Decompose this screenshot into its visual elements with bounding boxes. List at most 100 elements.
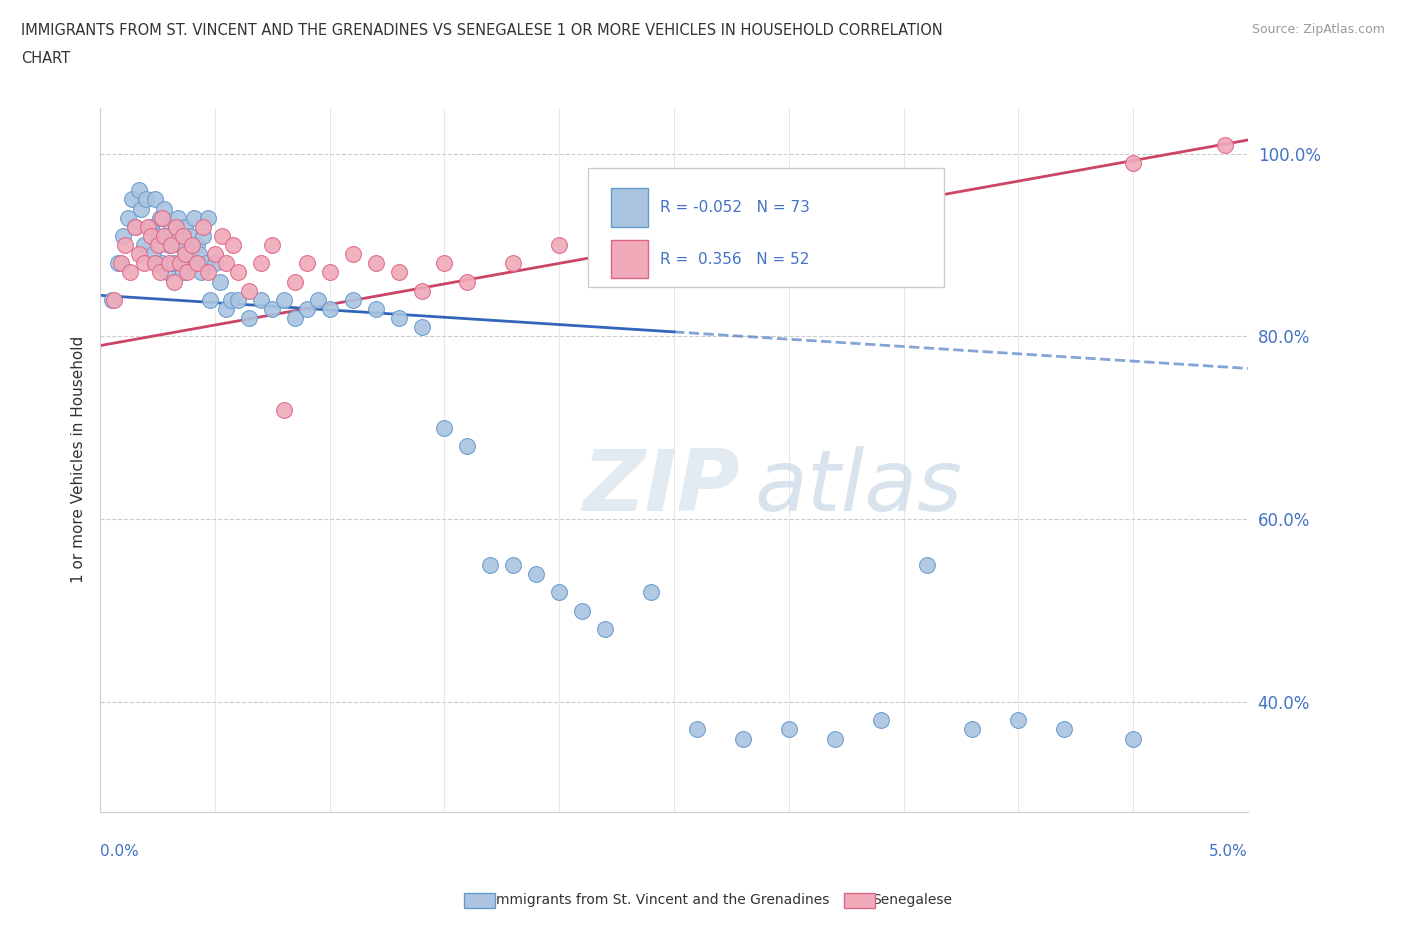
Point [1213, 137, 1236, 152]
Point [342, 292, 364, 307]
Point [342, 246, 364, 261]
Text: IMMIGRANTS FROM ST. VINCENT AND THE GRENADINES VS SENEGALESE 1 OR MORE VEHICLES : IMMIGRANTS FROM ST. VINCENT AND THE GREN… [21, 23, 943, 38]
Point [778, 256, 800, 271]
Point [479, 557, 502, 572]
Point [208, 274, 231, 289]
Point [156, 265, 179, 280]
Point [411, 284, 433, 299]
Point [200, 292, 222, 307]
Point [117, 210, 139, 225]
Point [411, 320, 433, 335]
Point [172, 265, 194, 280]
Point [456, 439, 478, 454]
Point [176, 265, 198, 280]
Point [181, 238, 204, 253]
Point [1007, 712, 1029, 727]
Point [153, 229, 176, 244]
Point [222, 238, 245, 253]
Point [238, 311, 260, 325]
Point [962, 722, 984, 737]
Y-axis label: 1 or more Vehicles in Household: 1 or more Vehicles in Household [72, 337, 86, 583]
Point [456, 274, 478, 289]
Point [135, 192, 157, 206]
Point [284, 274, 307, 289]
Point [160, 238, 183, 253]
Point [174, 219, 197, 234]
Text: Senegalese: Senegalese [872, 893, 952, 908]
Point [364, 256, 387, 271]
Point [153, 201, 176, 216]
Point [190, 265, 212, 280]
Point [128, 183, 150, 198]
Point [273, 402, 295, 417]
Point [114, 238, 136, 253]
Point [100, 292, 122, 307]
Point [162, 256, 184, 271]
Text: Immigrants from St. Vincent and the Grenadines: Immigrants from St. Vincent and the Gren… [492, 893, 830, 908]
Point [183, 210, 205, 225]
Point [197, 210, 219, 225]
Point [662, 256, 685, 271]
Point [593, 265, 616, 280]
Point [176, 246, 198, 261]
FancyBboxPatch shape [588, 167, 943, 287]
Point [640, 585, 662, 600]
Point [307, 292, 329, 307]
Point [143, 256, 166, 271]
Point [197, 265, 219, 280]
Point [146, 238, 169, 253]
Text: CHART: CHART [21, 51, 70, 66]
Point [593, 621, 616, 636]
Point [262, 301, 284, 316]
Text: R =  0.356   N = 52: R = 0.356 N = 52 [661, 252, 810, 267]
Point [226, 265, 249, 280]
Point [433, 256, 456, 271]
Point [174, 246, 197, 261]
Point [167, 210, 190, 225]
Point [118, 265, 141, 280]
Point [132, 238, 155, 253]
Point [502, 557, 524, 572]
Point [143, 192, 166, 206]
Point [172, 229, 194, 244]
Point [295, 301, 318, 316]
Point [215, 301, 238, 316]
Point [128, 246, 150, 261]
Point [181, 256, 204, 271]
Point [193, 229, 215, 244]
Point [273, 292, 295, 307]
Point [150, 256, 173, 271]
Point [169, 256, 191, 271]
Point [162, 274, 184, 289]
Point [869, 712, 891, 727]
Point [548, 585, 571, 600]
Point [138, 219, 160, 234]
Point [186, 238, 208, 253]
Point [548, 238, 571, 253]
Point [149, 265, 172, 280]
Point [215, 256, 238, 271]
Point [250, 292, 273, 307]
Point [238, 284, 260, 299]
Point [160, 219, 183, 234]
Point [179, 229, 201, 244]
Point [731, 731, 754, 746]
Point [295, 256, 318, 271]
Point [204, 246, 226, 261]
Point [204, 256, 226, 271]
Point [219, 292, 242, 307]
Point [107, 256, 129, 271]
Text: R = -0.052   N = 73: R = -0.052 N = 73 [661, 200, 810, 215]
Point [686, 722, 709, 737]
Point [186, 256, 208, 271]
Text: 0.0%: 0.0% [100, 844, 139, 858]
Point [387, 311, 409, 325]
Point [187, 246, 209, 261]
Point [731, 256, 754, 271]
Point [364, 301, 387, 316]
Point [139, 219, 162, 234]
Point [150, 210, 173, 225]
Point [112, 229, 135, 244]
Point [110, 256, 132, 271]
Point [250, 256, 273, 271]
